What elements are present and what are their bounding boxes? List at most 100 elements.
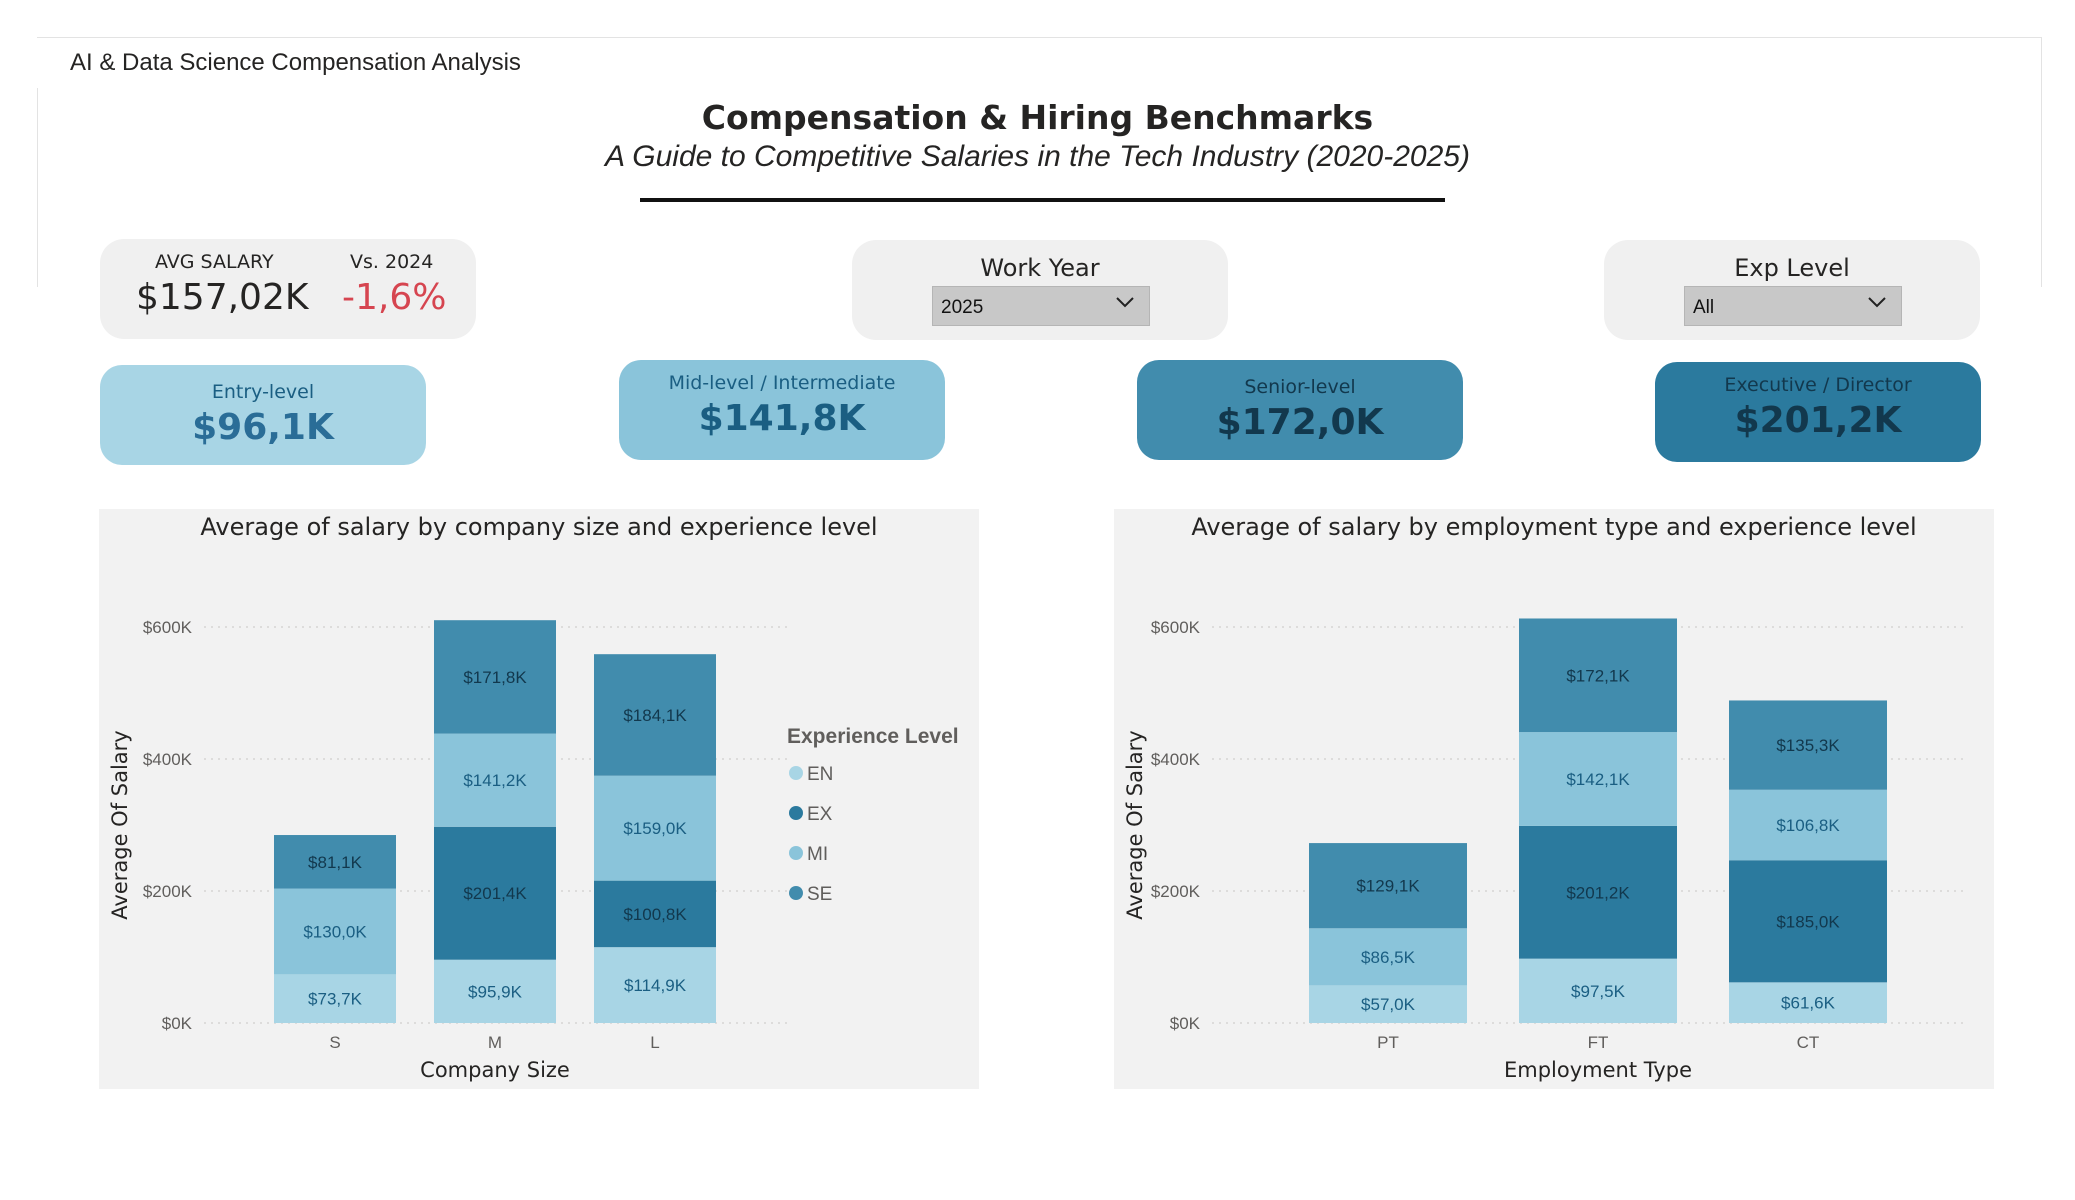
company-size-chart: Average of salary by company size and ex…	[108, 513, 959, 1082]
title-divider	[640, 198, 1445, 202]
work-year-dropdown[interactable]: 2025	[932, 286, 1150, 326]
chevron-down-icon	[1868, 297, 1886, 308]
bar-segment-se	[274, 835, 396, 889]
y-axis-title: Average Of Salary	[108, 730, 132, 919]
vs-prior-year-label: Vs. 2024	[350, 251, 434, 273]
avg-salary-value: $157,02K	[136, 277, 309, 318]
exp-level-dropdown[interactable]: All	[1684, 286, 1902, 326]
legend-item-mi: MI	[807, 844, 828, 865]
company-size-chart-panel: Average of salary by company size and ex…	[99, 509, 979, 1089]
bar-segment-ex	[434, 826, 556, 960]
data-label: $184,1K	[623, 706, 687, 725]
avg-salary-label: AVG SALARY	[155, 251, 274, 273]
y-tick-label: $600K	[143, 618, 193, 637]
level-card-senior: Senior-level $172,0K	[1137, 360, 1463, 460]
report-frame	[37, 37, 2042, 287]
exp-level-slicer: Exp Level All	[1604, 240, 1980, 340]
bar-segment-se	[594, 654, 716, 776]
chart-title: Average of salary by employment type and…	[1191, 513, 1916, 541]
level-card-mid: Mid-level / Intermediate $141,8K	[619, 360, 945, 460]
data-label: $201,4K	[463, 884, 527, 903]
y-tick-label: $400K	[1151, 750, 1201, 769]
y-tick-label: $200K	[1151, 882, 1201, 901]
bar-segment-mi	[1309, 928, 1467, 986]
x-axis-title: Company Size	[420, 1058, 570, 1082]
x-axis-title: Employment Type	[1504, 1058, 1692, 1082]
bar-segment-en	[1309, 985, 1467, 1023]
avg-salary-kpi-card: AVG SALARY $157,02K Vs. 2024 -1,6%	[100, 239, 476, 339]
data-label: $114,9K	[624, 976, 687, 995]
level-card-entry: Entry-level $96,1K	[100, 365, 426, 465]
data-label: $172,1K	[1566, 666, 1630, 685]
data-label: $57,0K	[1361, 995, 1416, 1014]
bar-segment-ex	[594, 880, 716, 948]
data-label: $171,8K	[463, 668, 527, 687]
x-tick-label: M	[488, 1033, 502, 1052]
data-label: $61,6K	[1781, 994, 1836, 1013]
legend-title: Experience Level	[787, 725, 959, 748]
data-label: $135,3K	[1776, 736, 1840, 755]
chart-title: Average of salary by company size and ex…	[200, 513, 877, 541]
page-title: Compensation & Hiring Benchmarks	[701, 98, 1374, 137]
bar-segment-en	[1519, 958, 1677, 1023]
data-label: $86,5K	[1361, 948, 1416, 967]
report-tab-title: AI & Data Science Compensation Analysis	[37, 38, 572, 88]
bar-segment-se	[1729, 700, 1887, 790]
data-label: $185,0K	[1776, 912, 1840, 931]
work-year-slicer-title: Work Year	[980, 254, 1100, 282]
level-card-senior-name: Senior-level	[1244, 376, 1356, 398]
exp-level-slicer-title: Exp Level	[1734, 254, 1850, 282]
level-card-mid-value: $141,8K	[698, 398, 866, 439]
data-label: $95,9K	[468, 982, 523, 1001]
bar-segment-se	[434, 620, 556, 734]
data-label: $159,0K	[623, 819, 687, 838]
data-label: $100,8K	[623, 905, 687, 924]
x-tick-label: PT	[1377, 1033, 1399, 1052]
bar-segment-ex	[1729, 860, 1887, 983]
chevron-down-icon	[1116, 297, 1134, 308]
x-tick-label: L	[650, 1033, 659, 1052]
page-subtitle: A Guide to Competitive Salaries in the T…	[605, 140, 1470, 173]
vs-prior-year-value: -1,6%	[342, 277, 447, 318]
bar-segment-mi	[434, 733, 556, 827]
employment-type-chart: Average of salary by employment type and…	[1123, 513, 1964, 1082]
bar-segment-se	[1309, 843, 1467, 929]
employment-type-chart-panel: Average of salary by employment type and…	[1114, 509, 1994, 1089]
data-label: $81,1K	[308, 853, 363, 872]
legend-marker-mi	[789, 846, 803, 860]
legend-marker-se	[789, 886, 803, 900]
work-year-selected-value: 2025	[941, 297, 984, 318]
bar-segment-mi	[1729, 789, 1887, 861]
bar-segment-en	[1729, 982, 1887, 1023]
data-label: $130,0K	[303, 922, 367, 941]
level-card-entry-value: $96,1K	[192, 407, 334, 448]
y-tick-label: $0K	[162, 1014, 193, 1033]
x-tick-label: FT	[1588, 1033, 1609, 1052]
data-label: $106,8K	[1776, 816, 1840, 835]
data-label: $97,5K	[1571, 982, 1626, 1001]
bar-segment-mi	[274, 888, 396, 975]
bar-segment-mi	[594, 775, 716, 881]
legend-marker-en	[789, 766, 803, 780]
level-card-executive-name: Executive / Director	[1724, 374, 1912, 396]
x-tick-label: S	[329, 1033, 340, 1052]
legend-marker-ex	[789, 806, 803, 820]
level-card-mid-name: Mid-level / Intermediate	[668, 372, 896, 394]
legend-item-se: SE	[807, 884, 832, 905]
y-tick-label: $600K	[1151, 618, 1201, 637]
y-tick-label: $200K	[143, 882, 193, 901]
bar-segment-se	[1519, 618, 1677, 733]
y-tick-label: $400K	[143, 750, 193, 769]
bar-segment-mi	[1519, 732, 1677, 826]
bar-segment-en	[274, 974, 396, 1023]
bar-segment-en	[434, 959, 556, 1023]
level-card-entry-name: Entry-level	[211, 381, 315, 403]
legend-item-ex: EX	[807, 804, 833, 825]
exp-level-selected-value: All	[1693, 297, 1715, 318]
data-label: $141,2K	[463, 771, 527, 790]
y-tick-label: $0K	[1170, 1014, 1201, 1033]
data-label: $129,1K	[1356, 877, 1420, 896]
bar-segment-ex	[1519, 825, 1677, 959]
y-axis-title: Average Of Salary	[1123, 730, 1147, 919]
data-label: $201,2K	[1566, 883, 1630, 902]
